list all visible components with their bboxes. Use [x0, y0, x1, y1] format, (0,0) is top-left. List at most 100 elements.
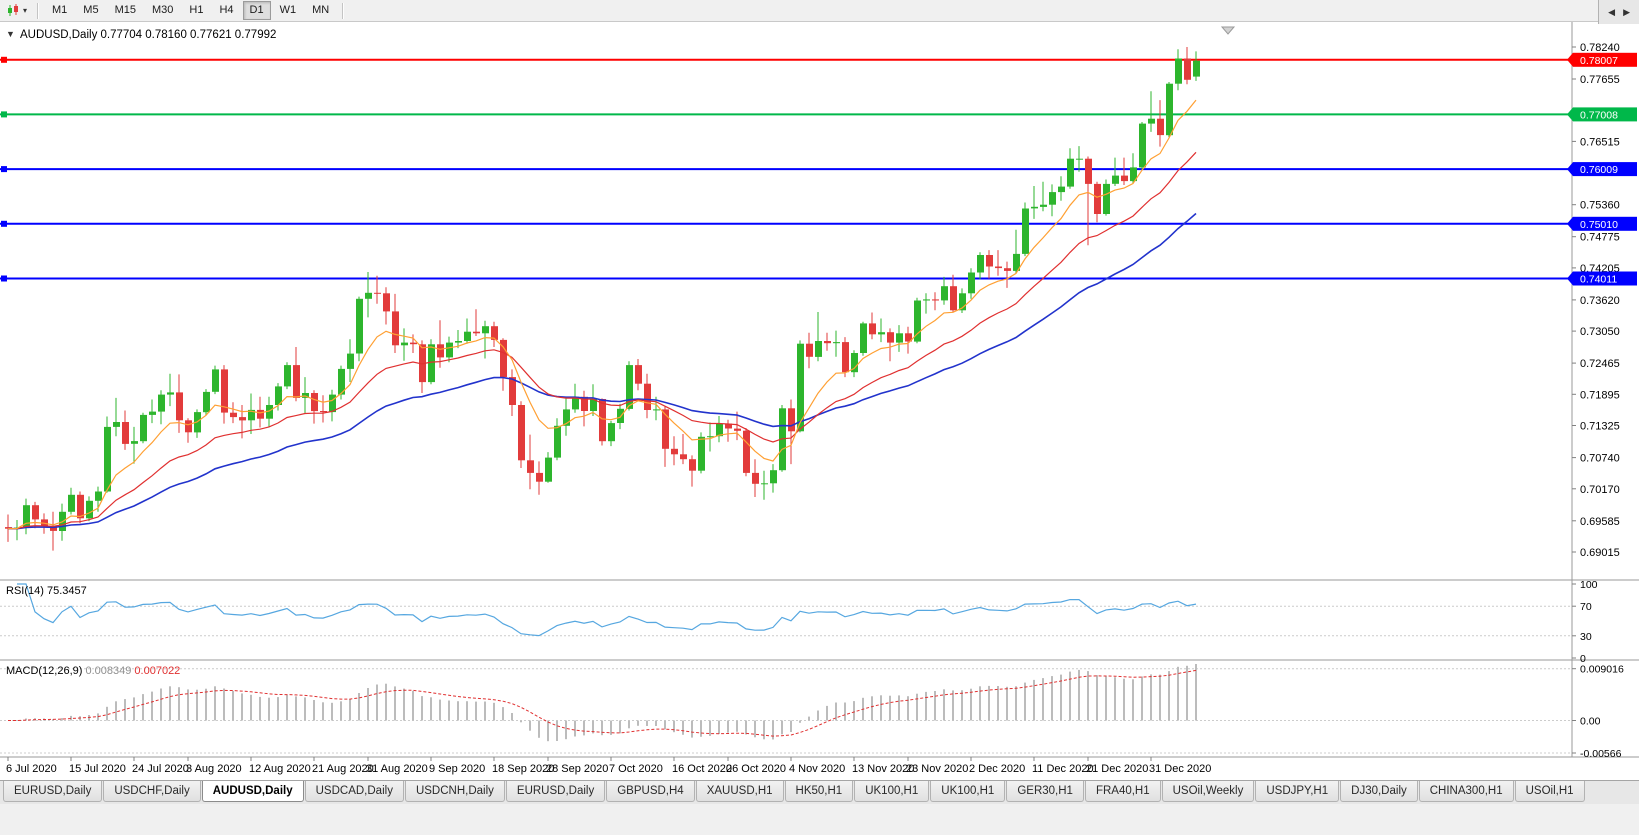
rsi-tick-label: 30 [1580, 631, 1592, 643]
candle [167, 373, 174, 407]
svg-text:0.78007: 0.78007 [1580, 55, 1618, 67]
chart-tab-usdchf-daily[interactable]: USDCHF,Daily [103, 781, 201, 802]
chart-tab-dj30-daily[interactable]: DJ30,Daily [1340, 781, 1418, 802]
timeframe-button-d1[interactable]: D1 [242, 1, 271, 20]
chart-tab-usdcad-daily[interactable]: USDCAD,Daily [304, 781, 404, 802]
candle [1004, 261, 1011, 288]
chart-tab-fra40-h1[interactable]: FRA40,H1 [1084, 781, 1161, 802]
chart-tab-hk50-h1[interactable]: HK50,H1 [784, 781, 854, 802]
chart-tab-audusd-daily[interactable]: AUDUSD,Daily [201, 781, 304, 802]
candle [1193, 51, 1200, 81]
candle [932, 292, 939, 311]
candle [284, 362, 291, 390]
timeframe-button-m5[interactable]: M5 [83, 4, 99, 16]
timeframe-toolbar: ▾ M1 M5 M15 M30 H1 H4 D1 W1 MN [0, 0, 1639, 22]
timeframe-button-m30[interactable]: M30 [151, 4, 174, 16]
timeframe-button-h1[interactable]: H1 [189, 4, 204, 16]
price-level-badge-0.74011: 0.74011 [1567, 271, 1637, 286]
price-tick-label: 0.72465 [1580, 358, 1620, 370]
chart-tab-usoil-h1[interactable]: USOil,H1 [1514, 781, 1585, 802]
chart-tab-usdcnh-daily[interactable]: USDCNH,Daily [404, 781, 505, 802]
chart-tab-uk100-h1[interactable]: UK100,H1 [930, 781, 1006, 802]
candle [248, 393, 255, 434]
candle [1148, 91, 1155, 132]
candle [392, 293, 399, 353]
price-tick-label: 0.70170 [1580, 484, 1620, 496]
candle [563, 396, 570, 436]
chart-indicator-button[interactable]: ▾ [2, 2, 32, 19]
chart-tab-ger30-h1[interactable]: GER30,H1 [1006, 781, 1084, 802]
candle [536, 461, 543, 495]
candle [482, 320, 489, 359]
tab-scroll-left-icon[interactable]: ◀ [1608, 6, 1616, 17]
horizontal-line-0.74011[interactable] [0, 275, 1572, 282]
candle [608, 420, 615, 447]
timeframe-button-m1[interactable]: M1 [52, 4, 68, 16]
candle [545, 452, 552, 483]
candle [644, 373, 651, 419]
price-tick-label: 0.73050 [1580, 326, 1620, 338]
timeframe-button-mn[interactable]: MN [312, 4, 330, 16]
date-label: 16 Oct 2020 [672, 763, 732, 775]
chart-tab-gbpusd-h4[interactable]: GBPUSD,H4 [606, 781, 695, 802]
candle [959, 288, 966, 313]
candle [1076, 146, 1083, 172]
candle [383, 287, 390, 325]
toolbar-separator [37, 2, 40, 19]
candle [1058, 176, 1065, 201]
candle [626, 361, 633, 411]
candle [716, 416, 723, 443]
candle [50, 511, 57, 551]
price-tick-label: 0.70740 [1580, 453, 1620, 465]
price-level-badge-0.78007: 0.78007 [1567, 52, 1637, 67]
candle [734, 411, 741, 441]
chart-tab-uk100-h1[interactable]: UK100,H1 [854, 781, 930, 802]
date-label: 21 Dec 2020 [1086, 763, 1148, 775]
timeframe-button-w1[interactable]: W1 [279, 4, 297, 16]
horizontal-line-0.78007[interactable] [0, 56, 1572, 63]
candle [788, 399, 795, 465]
candle [977, 252, 984, 280]
chart-tab-usoil-weekly[interactable]: USOil,Weekly [1161, 781, 1255, 802]
chart-tab-eurusd-daily[interactable]: EURUSD,Daily [505, 781, 606, 802]
candle [752, 459, 759, 497]
chart-shift-marker[interactable] [1220, 26, 1236, 35]
horizontal-line-0.76009[interactable] [0, 166, 1572, 173]
candle [689, 455, 696, 487]
chart-area[interactable]: 0.78240 0.77655 0.76515 0.75360 0.74775 0.742… [0, 22, 1639, 780]
candle [1139, 122, 1146, 171]
svg-text:0.76009: 0.76009 [1580, 164, 1618, 176]
chart-menu-arrow-icon[interactable]: ▼ [6, 29, 15, 39]
price-chart[interactable]: 0.78240 0.77655 0.76515 0.75360 0.74775 0.742… [0, 22, 1639, 785]
timeframe-button-h4[interactable]: H4 [219, 4, 234, 16]
candle [293, 347, 300, 402]
chart-tab-eurusd-daily[interactable]: EURUSD,Daily [3, 781, 103, 802]
chart-tab-usdjpy-h1[interactable]: USDJPY,H1 [1255, 781, 1340, 802]
chart-tab-xauusd-h1[interactable]: XAUUSD,H1 [695, 781, 784, 802]
rsi-tick-label: 100 [1580, 579, 1598, 591]
chart-background [0, 22, 1639, 780]
candle [878, 318, 885, 343]
date-label: 4 Nov 2020 [789, 763, 845, 775]
candle [1184, 47, 1191, 85]
candle [1031, 186, 1038, 219]
horizontal-line-0.77008[interactable] [0, 111, 1572, 118]
ma-fast-line [7, 99, 1197, 530]
date-label: 9 Sep 2020 [429, 763, 485, 775]
price-tick-label: 0.73620 [1580, 295, 1620, 307]
ma-mid-line [7, 151, 1197, 530]
timeframe-buttons: M1 M5 M15 M30 H1 H4 D1 W1 MN [44, 1, 337, 20]
candle [680, 434, 687, 465]
timeframe-button-m15[interactable]: M15 [114, 4, 136, 16]
candle [212, 365, 219, 395]
candle [221, 365, 228, 424]
candle [401, 328, 408, 361]
candle [950, 274, 957, 313]
tab-scroll-right-icon[interactable]: ▶ [1623, 6, 1630, 17]
date-label: 23 Nov 2020 [906, 763, 968, 775]
chart-tab-china300-h1[interactable]: CHINA300,H1 [1418, 781, 1514, 802]
chart-title: AUDUSD,Daily 0.77704 0.78160 0.77621 0.7… [20, 29, 276, 41]
horizontal-line-0.75010[interactable] [0, 220, 1572, 227]
